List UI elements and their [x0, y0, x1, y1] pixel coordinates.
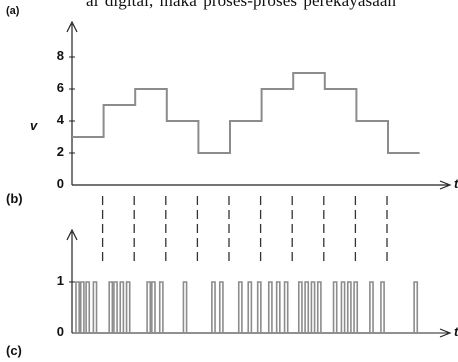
t-axis-label-a: t: [454, 176, 458, 191]
pulse-14: [218, 281, 224, 333]
y-axis-arrow-a: [66, 20, 78, 33]
pulse-11: [158, 281, 164, 333]
pulse-26: [340, 281, 346, 333]
page-top-text: al digital, maka proses-proses perekayas…: [86, 0, 397, 10]
t-axis-label-c: t: [454, 324, 458, 339]
y-tick-1-c: 1: [56, 273, 64, 288]
pulse-24: [316, 281, 322, 333]
panel-label-a: (a): [6, 5, 20, 17]
plot-a: [66, 20, 452, 190]
y-axis-arrow-c: [66, 228, 78, 241]
pulse-19: [275, 281, 281, 333]
pulse-30: [380, 281, 385, 333]
y-tick-0-c: 0: [56, 324, 64, 339]
x-axis-arrow-c: [439, 328, 452, 338]
y-axis-label: v: [30, 118, 38, 133]
pulse-28: [353, 281, 359, 333]
panel-label-c: (c): [6, 343, 22, 358]
y-tick-0: 0: [56, 176, 64, 191]
pulse-8: [125, 281, 131, 333]
pulse-3: [85, 281, 91, 333]
pulse-21: [297, 281, 303, 333]
pulse-13: [211, 281, 216, 333]
staircase-signal: [72, 72, 420, 154]
pulse-29: [369, 281, 374, 333]
pulse-20: [283, 281, 289, 333]
y-tick-4: 4: [56, 112, 64, 127]
plot-c: [66, 228, 452, 338]
pulse-10: [151, 281, 156, 333]
x-axis-arrow-a: [439, 180, 452, 190]
pulse-31: [413, 281, 419, 333]
pulse-22: [304, 281, 310, 333]
pulse-15: [237, 281, 243, 333]
pulse-17: [256, 281, 262, 333]
y-tick-8: 8: [56, 48, 64, 63]
pulse-9: [146, 281, 152, 333]
y-tick-6: 6: [56, 80, 64, 95]
panel-label-b: (b): [6, 191, 23, 206]
pulse-5: [108, 281, 114, 333]
pulse-12: [182, 281, 188, 333]
pulse-27: [346, 281, 352, 333]
staircase-line: [72, 72, 420, 154]
pulse-2: [79, 281, 85, 333]
pulse-6: [113, 281, 118, 333]
y-tick-2: 2: [56, 144, 64, 159]
pulse-1: [75, 281, 80, 333]
pulse-18: [267, 281, 273, 333]
pulse-7: [119, 281, 125, 333]
pulse-train: [75, 281, 419, 333]
sample-markers: [101, 196, 388, 262]
pulse-4: [92, 281, 98, 333]
pulse-16: [247, 281, 253, 333]
pulse-23: [310, 281, 316, 333]
pulse-25: [332, 281, 338, 333]
